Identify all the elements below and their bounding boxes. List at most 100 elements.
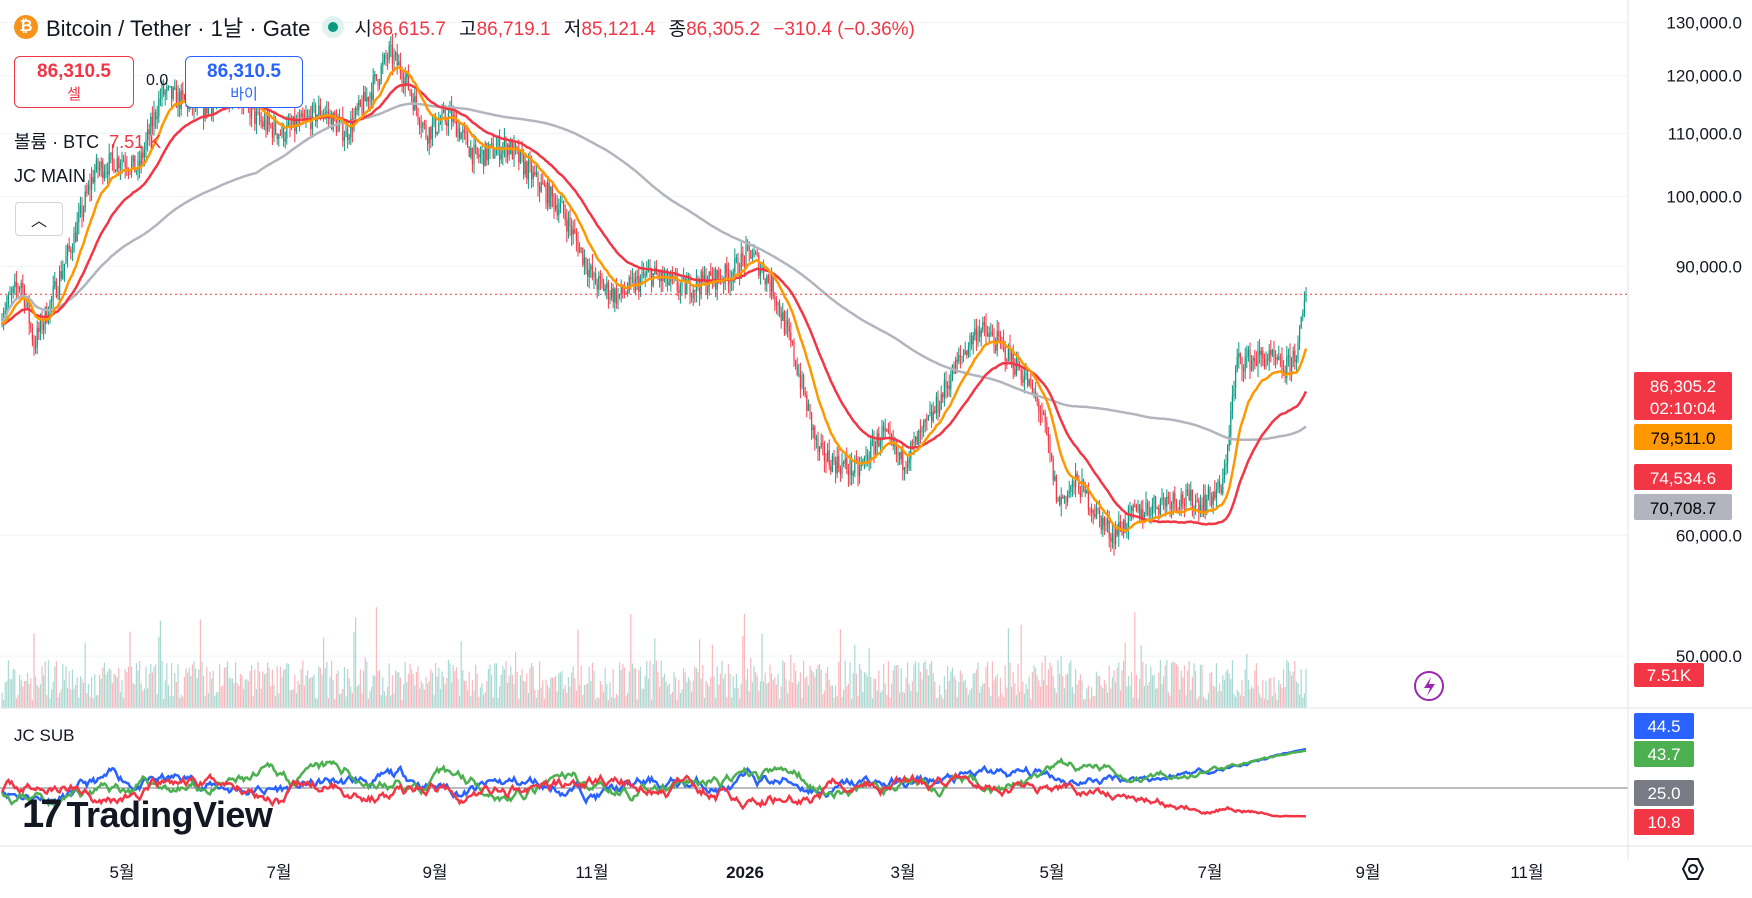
volume-bar: [1159, 660, 1161, 708]
volume-bar: [105, 674, 107, 708]
volume-bar: [1105, 684, 1107, 708]
candle-body: [569, 217, 571, 227]
candle-body: [799, 374, 801, 388]
volume-bar: [375, 607, 377, 708]
candle-body: [1028, 379, 1030, 386]
volume-bar: [502, 665, 504, 708]
candle-body: [268, 116, 270, 125]
candle-body: [110, 152, 112, 155]
candle-body: [54, 281, 56, 287]
candle-body: [129, 171, 131, 173]
volume-bar: [927, 675, 929, 708]
volume-bar: [369, 691, 371, 708]
volume-bar: [279, 666, 281, 708]
volume-bar: [439, 688, 441, 708]
volume-bar: [292, 689, 294, 708]
candle-body: [271, 126, 273, 138]
volume-bar: [209, 671, 211, 708]
candle-body: [809, 404, 811, 413]
candle-body: [315, 105, 317, 122]
candle-body: [159, 98, 161, 100]
candle-body: [1196, 500, 1198, 502]
volume-bar: [542, 680, 544, 708]
volume-bar: [745, 679, 747, 708]
candle-body: [833, 456, 835, 462]
volume-bar: [1097, 675, 1099, 708]
sub-series-line: [0, 749, 1307, 809]
volume-bar: [382, 677, 384, 708]
volume-bar: [1131, 671, 1133, 708]
candle-body: [308, 116, 310, 117]
volume-bar: [199, 619, 201, 708]
collapse-legend-button[interactable]: ︿: [15, 202, 63, 236]
volume-bar: [391, 675, 393, 708]
candle-body: [4, 310, 6, 317]
volume-bar: [1009, 662, 1011, 708]
volume-bar: [201, 661, 203, 708]
volume-bar: [310, 677, 312, 708]
sell-button[interactable]: 86,310.5 셀: [14, 56, 134, 108]
candle-body: [479, 153, 481, 158]
candle-body: [406, 72, 408, 78]
candle-body: [710, 271, 712, 276]
volume-bar: [947, 666, 949, 708]
volume-bar: [187, 672, 189, 708]
candle-body: [446, 121, 448, 127]
volume-bar: [1300, 669, 1302, 708]
volume-bar: [574, 678, 576, 708]
candle-body: [119, 164, 121, 168]
candle-body: [1105, 524, 1107, 526]
candle-body: [255, 111, 257, 124]
volume-bar: [803, 660, 805, 708]
candle-body: [535, 172, 537, 175]
sub-value-bg: [1634, 741, 1694, 767]
candle-body: [1195, 500, 1197, 508]
candle-body: [907, 463, 909, 468]
gear-icon[interactable]: [1680, 856, 1706, 882]
volume-bar: [852, 673, 854, 708]
candle-body: [1022, 379, 1024, 383]
market-status-icon[interactable]: [322, 16, 345, 38]
symbol-title[interactable]: Bitcoin / Tether · 1날 · Gate: [46, 16, 311, 41]
volume-bar: [577, 629, 579, 708]
volume-bar: [252, 696, 254, 708]
tradingview-logo[interactable]: 17 TradingView: [22, 792, 273, 837]
candle-body: [1052, 458, 1054, 481]
candle-body: [902, 451, 904, 471]
candle-body: [1235, 370, 1237, 388]
volume-bar: [873, 678, 875, 708]
candle-body: [390, 45, 392, 46]
volume-bar: [263, 674, 265, 708]
candle-body: [71, 252, 73, 254]
volume-bar: [299, 684, 301, 708]
volume-bar: [903, 692, 905, 708]
volume-bar: [47, 660, 49, 708]
volume-bar: [347, 668, 349, 708]
candle-body: [140, 152, 142, 167]
volume-bar: [735, 673, 737, 708]
volume-bar: [455, 667, 457, 708]
volume-bar: [1147, 685, 1149, 708]
main-indicator-legend[interactable]: JC MAIN: [14, 166, 86, 186]
volume-bar: [188, 667, 190, 708]
sub-indicator-legend[interactable]: JC SUB: [14, 726, 75, 745]
buy-button[interactable]: 86,310.5 바이: [185, 56, 303, 108]
candle-body: [1201, 504, 1203, 514]
volume-bar: [415, 672, 417, 708]
candle-body: [1203, 494, 1205, 514]
bitcoin-icon: ₿: [14, 15, 38, 39]
volume-bar: [854, 644, 856, 708]
volume-bar: [444, 684, 446, 708]
candle-body: [1231, 396, 1233, 411]
volume-bar: [1102, 688, 1104, 708]
volume-legend[interactable]: 볼륨 · BTC 7.51 K: [14, 128, 161, 154]
candle-body: [11, 292, 13, 295]
candle-body: [995, 344, 997, 351]
volume-bar: [22, 686, 24, 708]
volume-bar: [1139, 678, 1141, 708]
volume-bar: [860, 669, 862, 708]
candle-body: [449, 107, 451, 114]
candle-body: [1084, 482, 1086, 494]
volume-bar: [985, 666, 987, 708]
